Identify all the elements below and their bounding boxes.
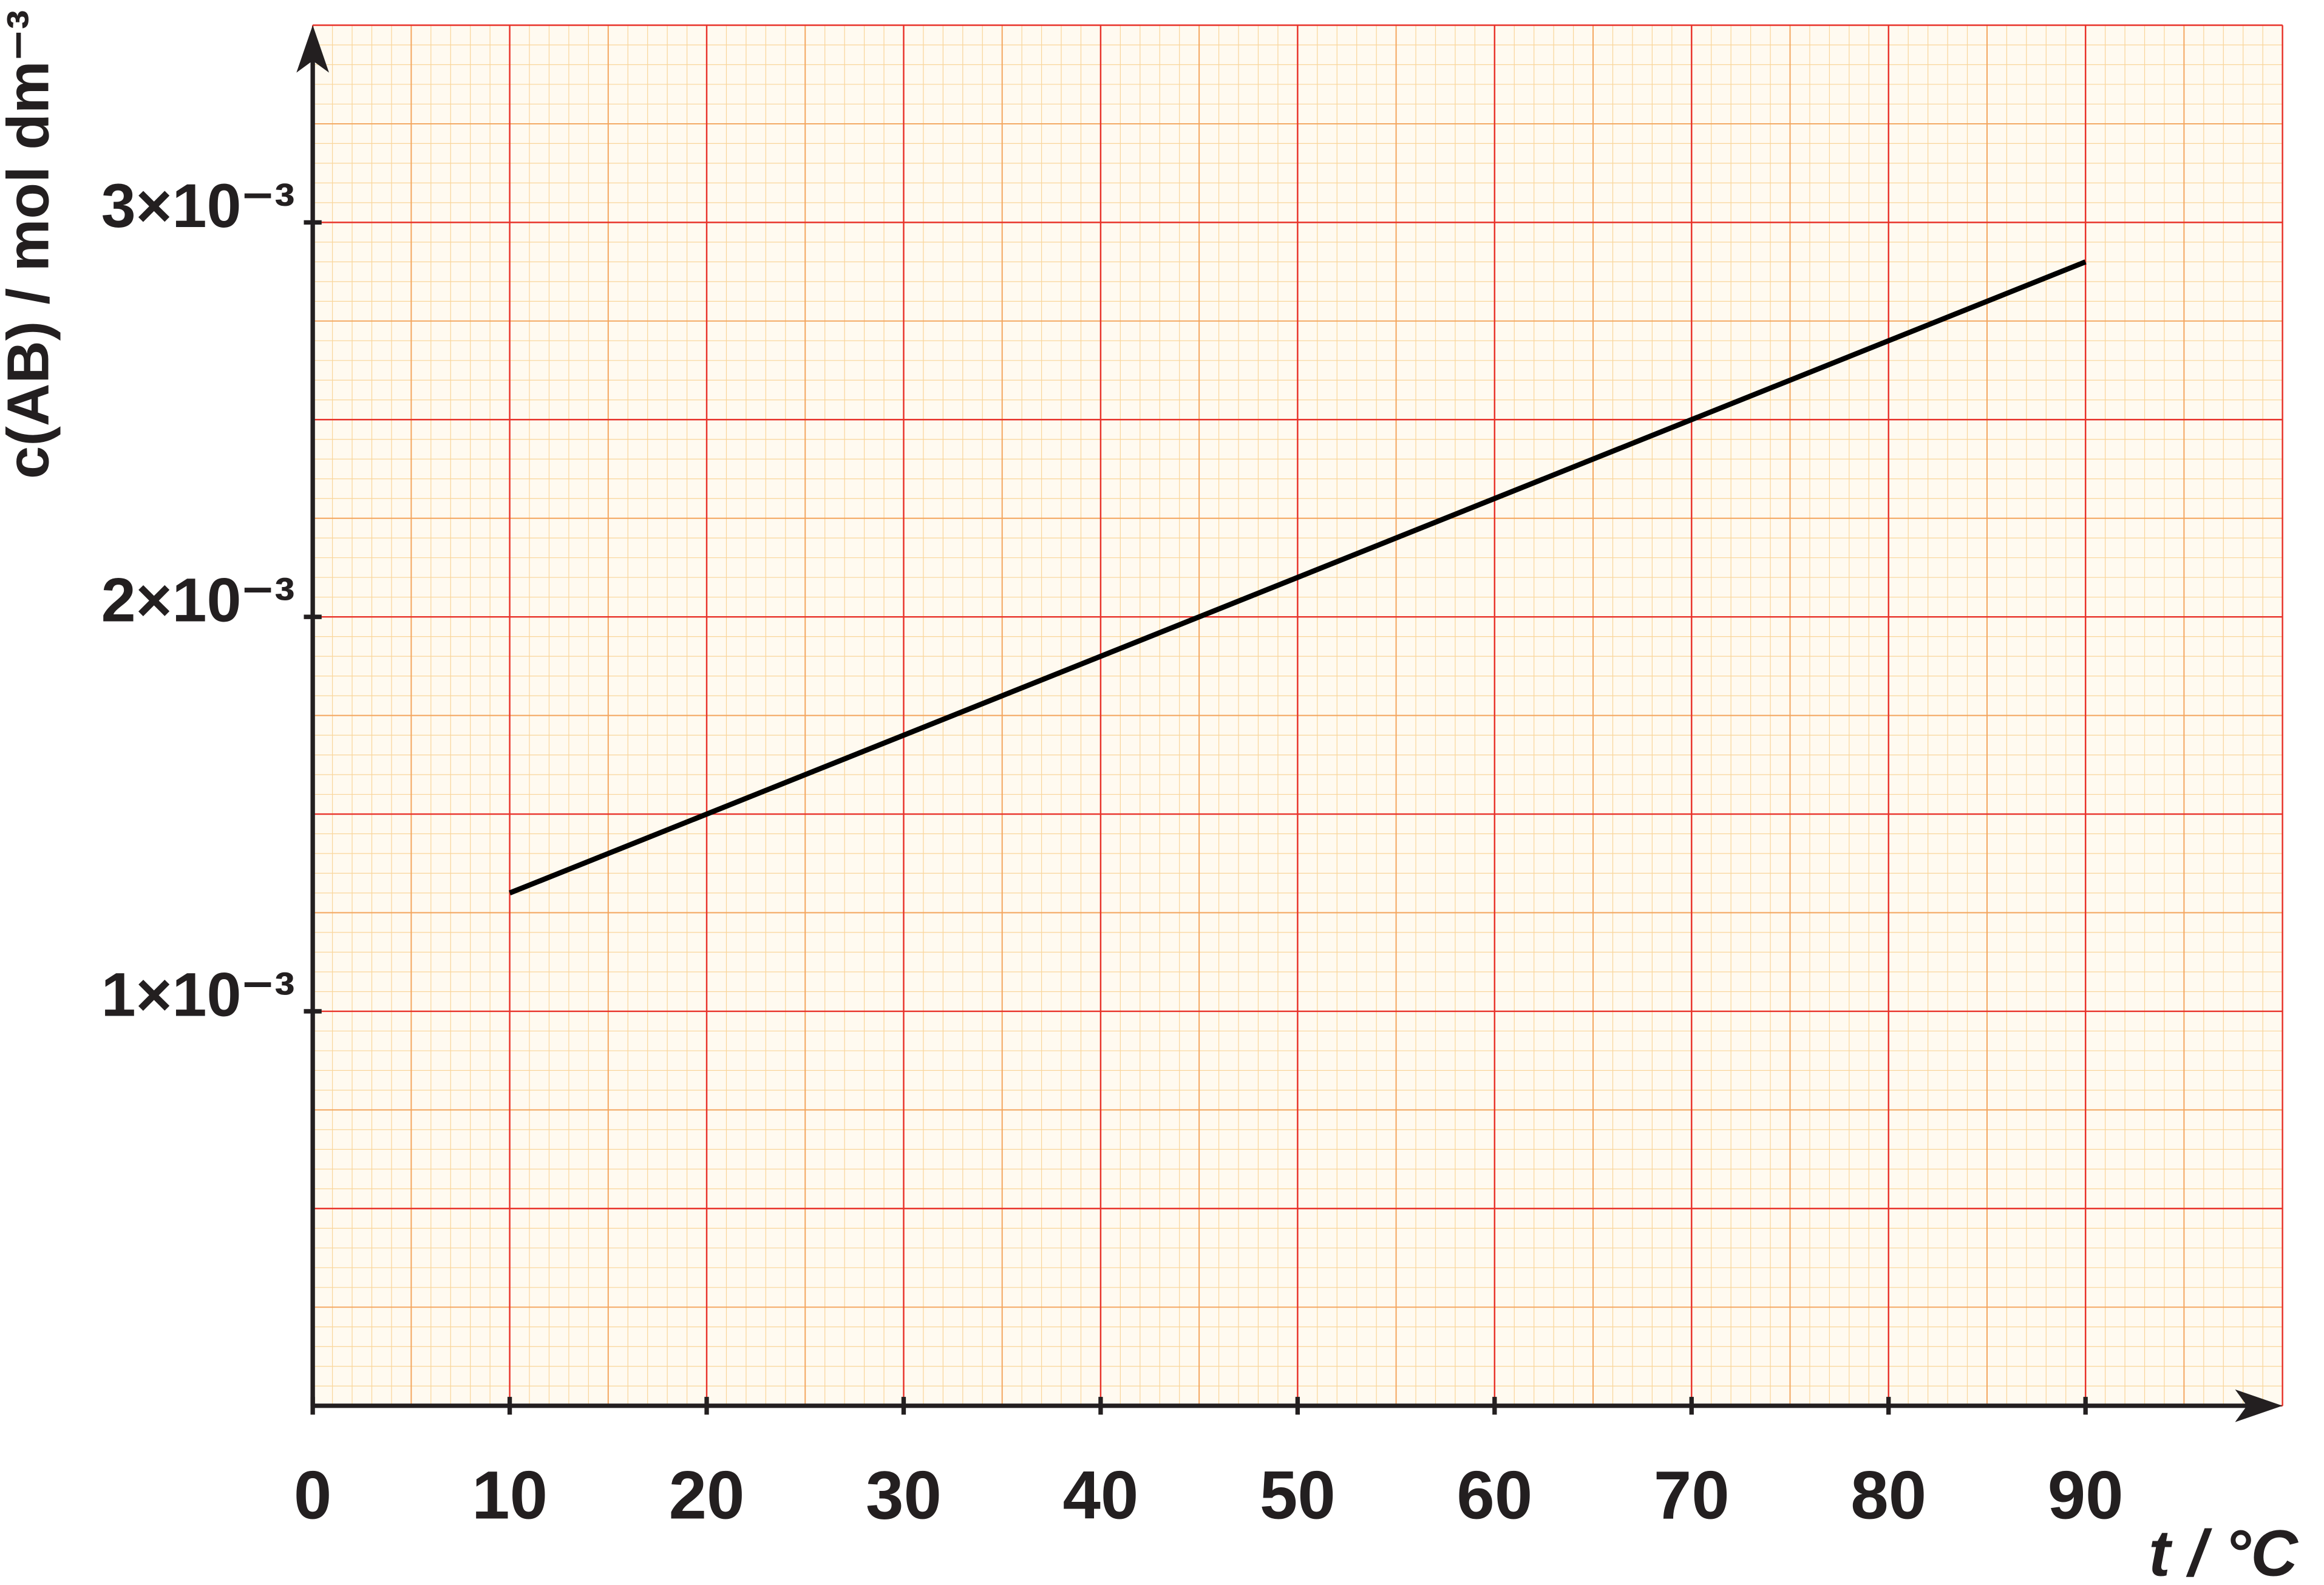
y-axis-label: c(AB) / mol dm⁻³ [0, 10, 61, 479]
y-axis-arrow [296, 25, 329, 73]
x-tick-label: 50 [1260, 1457, 1336, 1533]
x-tick-label: 40 [1062, 1457, 1138, 1533]
x-tick-label: 10 [472, 1457, 548, 1533]
x-tick-label: 0 [294, 1457, 331, 1533]
x-tick-label: 70 [1654, 1457, 1730, 1533]
data-line [508, 259, 2087, 895]
x-tick-label: 80 [1850, 1457, 1926, 1533]
y-tick-label: 1×10⁻³ [101, 960, 295, 1030]
y-tick-label: 2×10⁻³ [101, 565, 295, 635]
x-tick-label: 30 [866, 1457, 942, 1533]
x-axis-arrow [2235, 1389, 2283, 1422]
y-tick-label: 3×10⁻³ [101, 171, 295, 240]
x-tick-label: 20 [669, 1457, 745, 1533]
x-axis-label: t / °C [2149, 1516, 2299, 1585]
x-tick-label: 60 [1456, 1457, 1532, 1533]
graph-paper [311, 24, 2283, 1407]
x-tick-label: 90 [2048, 1457, 2124, 1533]
